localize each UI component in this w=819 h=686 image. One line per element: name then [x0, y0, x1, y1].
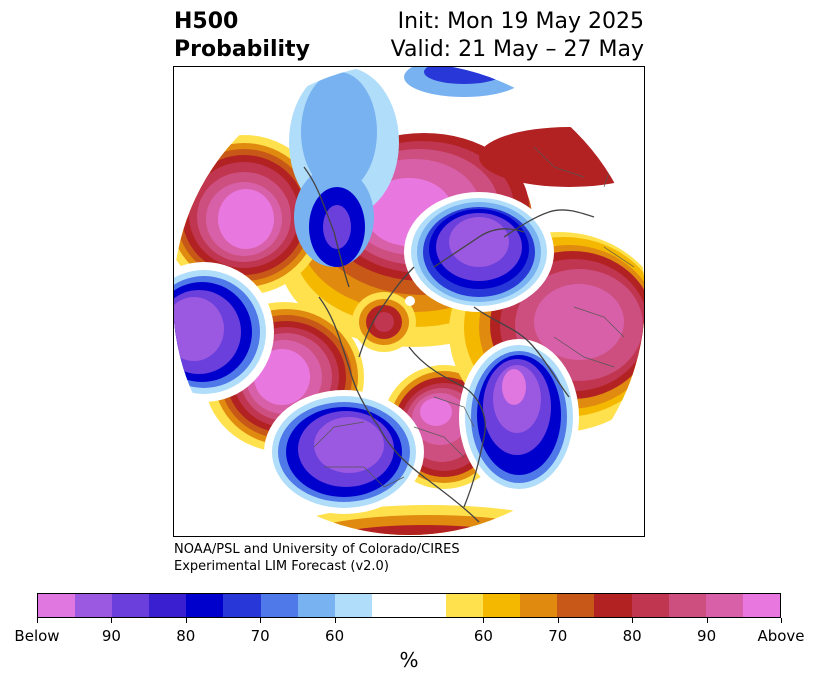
forecast-dates: Init: Mon 19 May 2025 Valid: 21 May – 27…	[391, 8, 644, 64]
colorbar-tick-label: 80	[176, 627, 196, 645]
colorbar-segment	[371, 594, 409, 617]
title-kind: Probability	[174, 37, 310, 62]
colorbar-segment	[75, 594, 113, 617]
colorbar-tick-mark	[781, 618, 782, 623]
colorbar-tick-label: 90	[697, 627, 717, 645]
colorbar-tick-mark	[483, 618, 485, 623]
colorbar-tick-mark	[37, 618, 38, 623]
colorbar-tick-label: Above	[757, 627, 805, 645]
colorbar-tick-mark	[632, 618, 634, 623]
colorbar-segment	[446, 594, 484, 617]
north-pole-marker	[405, 296, 415, 306]
colorbar-segment	[223, 594, 261, 617]
colorbar-segment	[186, 594, 224, 617]
anomaly-above-mongolia	[174, 135, 326, 295]
colorbar-tick-label: Below	[14, 627, 60, 645]
colorbar-tick-label: 60	[325, 627, 345, 645]
colorbar-segment	[594, 594, 632, 617]
colorbar-segment	[334, 594, 372, 617]
valid-period: Valid: 21 May – 27 May	[390, 37, 644, 62]
colorbar-segment	[260, 594, 298, 617]
colorbar-segment	[557, 594, 595, 617]
colorbar-segment	[668, 594, 706, 617]
credit-line-2: Experimental LIM Forecast (v2.0)	[174, 559, 389, 574]
colorbar-tick-mark	[706, 618, 708, 623]
credit-line-1: NOAA/PSL and University of Colorado/CIRE…	[174, 542, 460, 557]
colorbar-tick-label: 70	[548, 627, 568, 645]
title-variable: H500	[174, 9, 239, 34]
colorbar-segment	[408, 594, 447, 617]
colorbar-tick-mark	[111, 618, 113, 623]
coastlines	[303, 166, 595, 523]
colorbar-segment	[705, 594, 743, 617]
colorbar-segment	[38, 594, 76, 617]
colorbar-segment	[149, 594, 187, 617]
colorbar-tick-label: 70	[250, 627, 270, 645]
colorbar-tick-mark	[557, 618, 559, 623]
colorbar-tick-label: 60	[473, 627, 493, 645]
colorbar-tick-label: 90	[101, 627, 121, 645]
borders	[313, 106, 635, 488]
colorbar-segment	[297, 594, 335, 617]
polar-map	[173, 66, 645, 537]
colorbar-unit: %	[399, 648, 419, 672]
anomaly-below-north-atlantic	[459, 339, 579, 495]
colorbar-tick-label: 80	[622, 627, 642, 645]
map-title: H500 Probability	[174, 8, 310, 64]
anomaly-below-siberia	[289, 67, 524, 267]
colorbar-segment	[742, 594, 780, 617]
colorbar-segment	[520, 594, 558, 617]
probability-field	[174, 67, 644, 535]
colorbar-tick-mark	[334, 618, 336, 623]
anomaly-below-western-us	[264, 390, 424, 514]
data-credit: NOAA/PSL and University of Colorado/CIRE…	[174, 541, 460, 575]
anomaly-above-pole	[352, 292, 416, 352]
colorbar-tick-mark	[260, 618, 262, 623]
colorbar-segment	[631, 594, 669, 617]
colorbar-segment	[112, 594, 150, 617]
colorbar-segment	[483, 594, 521, 617]
anomaly-below-greenland	[404, 192, 554, 312]
init-date: Init: Mon 19 May 2025	[397, 9, 644, 34]
colorbar-tick-mark	[185, 618, 187, 623]
colorbar	[37, 593, 781, 618]
